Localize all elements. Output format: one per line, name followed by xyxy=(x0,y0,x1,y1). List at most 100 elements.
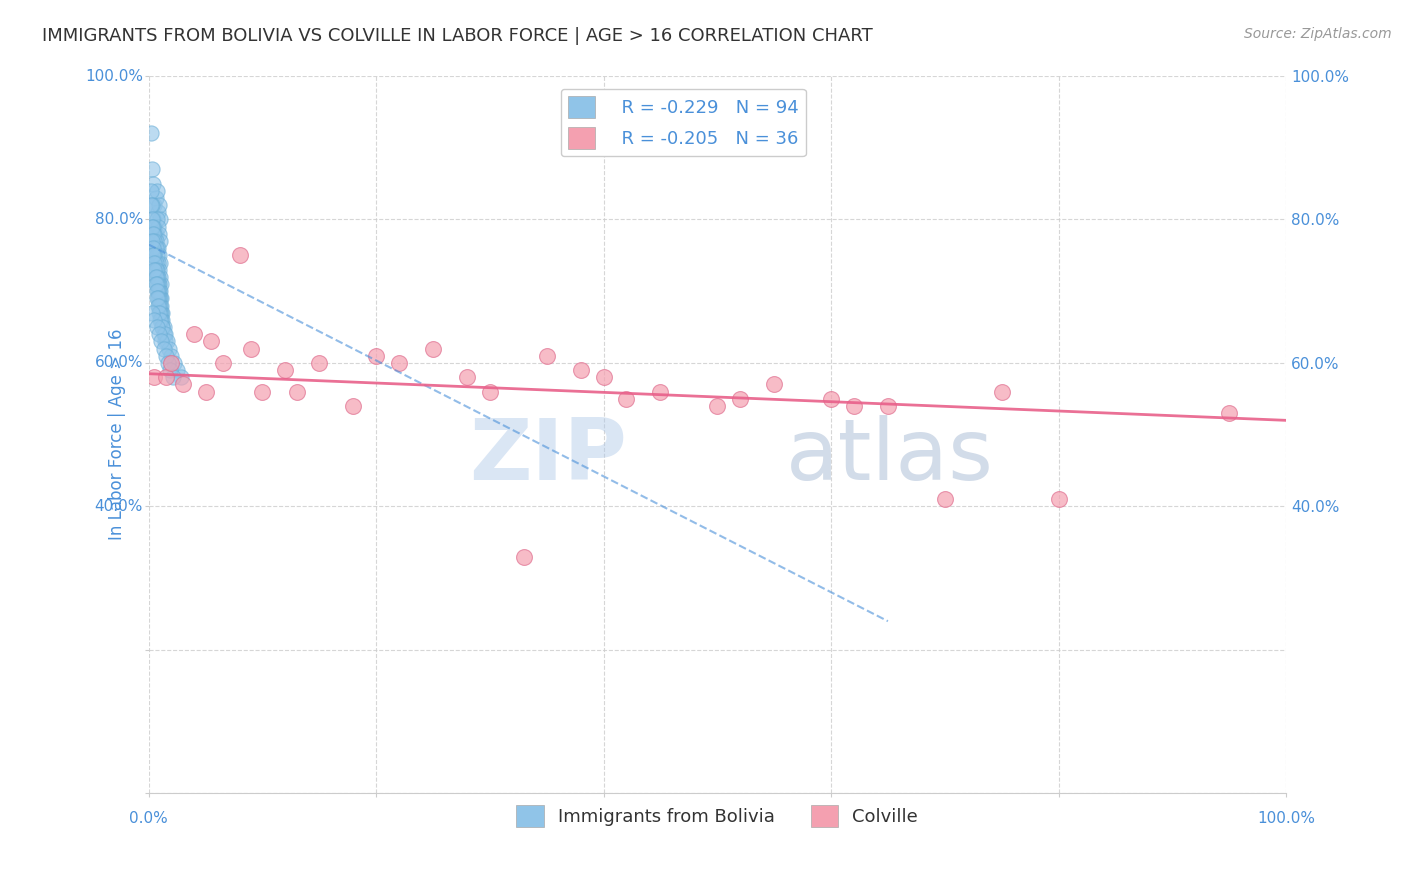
Point xyxy=(146,299,169,313)
Point xyxy=(157,356,180,370)
Point xyxy=(166,363,188,377)
Point xyxy=(141,219,163,234)
Point xyxy=(160,356,183,370)
Point xyxy=(150,306,173,320)
Point xyxy=(143,198,166,212)
Point xyxy=(148,327,170,342)
Point xyxy=(388,356,411,370)
Point xyxy=(143,255,166,269)
Point xyxy=(146,284,169,298)
Point xyxy=(142,227,165,241)
Point xyxy=(148,284,170,298)
Point xyxy=(366,349,388,363)
Text: 100.0%: 100.0% xyxy=(1257,812,1315,826)
Point xyxy=(934,492,956,507)
Point xyxy=(616,392,638,406)
Point xyxy=(141,198,163,212)
Point xyxy=(211,356,233,370)
Point xyxy=(200,334,222,349)
Point xyxy=(143,370,166,384)
Point xyxy=(149,269,172,284)
Point xyxy=(513,549,536,564)
Point xyxy=(146,277,169,291)
Text: 100.0%: 100.0% xyxy=(84,69,143,84)
Point xyxy=(149,292,172,306)
Point xyxy=(145,191,167,205)
Point xyxy=(153,327,176,342)
Point xyxy=(156,334,179,349)
Point xyxy=(146,219,169,234)
Point xyxy=(240,342,263,356)
Point xyxy=(155,349,177,363)
Point xyxy=(1218,406,1240,420)
Text: ZIP: ZIP xyxy=(468,415,627,498)
Point xyxy=(456,370,478,384)
Point xyxy=(148,248,170,262)
Point xyxy=(274,363,297,377)
Point xyxy=(478,384,501,399)
Text: 40.0%: 40.0% xyxy=(94,499,143,514)
Text: IMMIGRANTS FROM BOLIVIA VS COLVILLE IN LABOR FORCE | AGE > 16 CORRELATION CHART: IMMIGRANTS FROM BOLIVIA VS COLVILLE IN L… xyxy=(42,27,873,45)
Point xyxy=(149,306,172,320)
Point xyxy=(152,342,174,356)
Point xyxy=(146,292,169,306)
Point xyxy=(145,269,167,284)
Text: Source: ZipAtlas.com: Source: ZipAtlas.com xyxy=(1244,27,1392,41)
Point xyxy=(148,299,170,313)
Point xyxy=(536,349,558,363)
Point xyxy=(141,306,163,320)
Point xyxy=(155,370,177,384)
Point xyxy=(143,227,166,241)
Point xyxy=(706,399,728,413)
Point xyxy=(145,262,167,277)
Point xyxy=(146,241,169,255)
Point xyxy=(145,320,167,334)
Point xyxy=(650,384,672,399)
Point xyxy=(141,234,163,248)
Point xyxy=(145,248,167,262)
Point xyxy=(172,377,194,392)
Point xyxy=(252,384,274,399)
Point xyxy=(592,370,614,384)
Point xyxy=(152,320,174,334)
Point xyxy=(763,377,786,392)
Point xyxy=(149,212,172,227)
Point xyxy=(146,205,169,219)
Point xyxy=(157,342,180,356)
Point xyxy=(145,292,167,306)
Point xyxy=(145,241,167,255)
Point xyxy=(145,255,167,269)
Point xyxy=(143,313,166,327)
Point xyxy=(148,227,170,241)
Point xyxy=(148,306,170,320)
Point xyxy=(145,212,167,227)
Point xyxy=(229,248,252,262)
Point xyxy=(152,306,174,320)
Point xyxy=(877,399,900,413)
Point xyxy=(141,212,163,227)
Point xyxy=(842,399,865,413)
Point xyxy=(142,219,165,234)
Point xyxy=(145,277,167,291)
Point xyxy=(152,327,174,342)
Point xyxy=(150,292,173,306)
Point xyxy=(150,299,173,313)
Point xyxy=(143,219,166,234)
Legend: Immigrants from Bolivia, Colville: Immigrants from Bolivia, Colville xyxy=(509,798,925,835)
Point xyxy=(142,248,165,262)
Point xyxy=(308,356,330,370)
Point xyxy=(139,184,162,198)
Point xyxy=(422,342,444,356)
Point xyxy=(152,320,174,334)
Point xyxy=(820,392,842,406)
Point xyxy=(143,262,166,277)
Point xyxy=(183,327,205,342)
Point xyxy=(152,320,174,334)
Point xyxy=(145,184,167,198)
Point xyxy=(150,277,173,291)
Point xyxy=(142,212,165,227)
Point xyxy=(149,299,172,313)
Point xyxy=(152,313,174,327)
Point xyxy=(149,313,172,327)
Text: 60.0%: 60.0% xyxy=(94,355,143,370)
